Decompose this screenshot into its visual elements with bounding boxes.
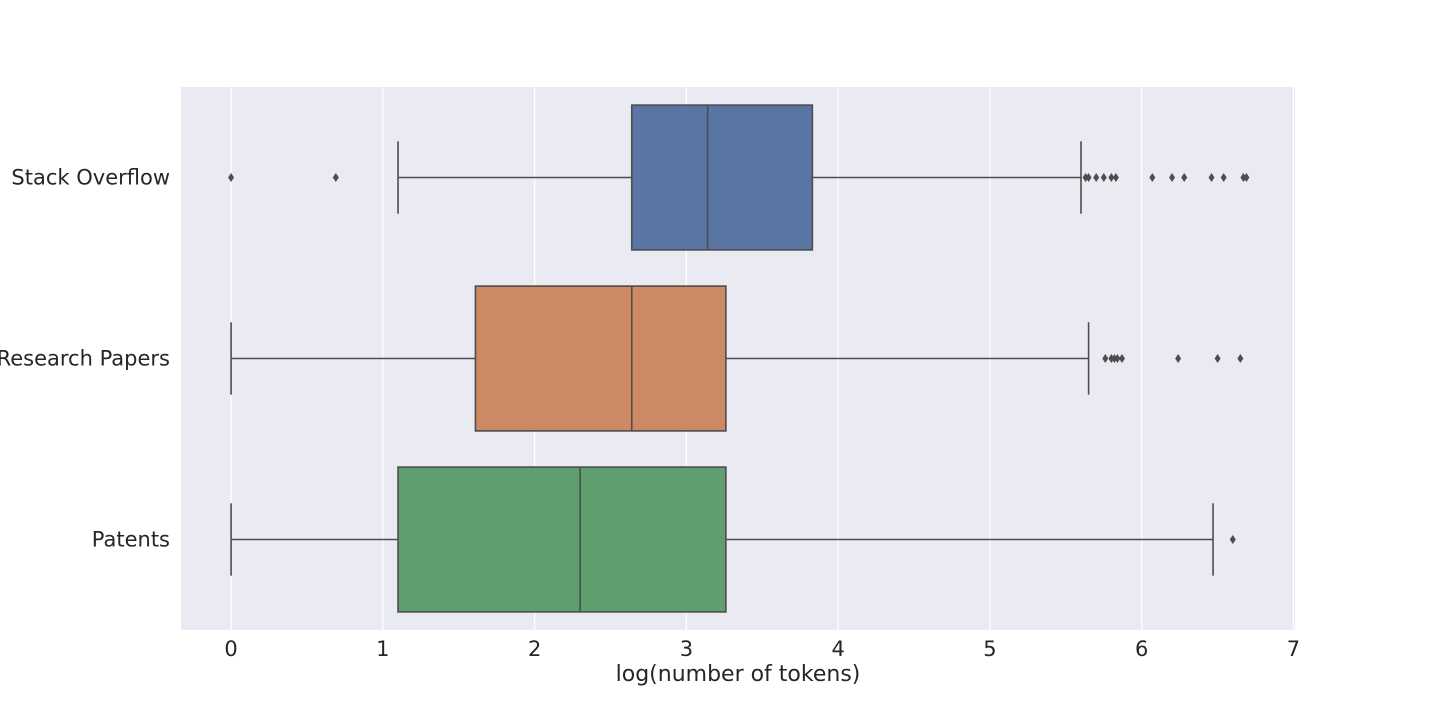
outlier-point — [1108, 173, 1115, 182]
x-tick-label: 1 — [376, 637, 389, 661]
box-research-papers — [230, 285, 1244, 432]
category-label: Stack Overflow — [11, 166, 170, 190]
outlier-point — [1208, 173, 1215, 182]
outlier-point — [1240, 173, 1247, 182]
outlier-point — [1108, 354, 1115, 363]
outlier-point — [1237, 354, 1244, 363]
outlier-point — [1181, 173, 1188, 182]
outlier-point — [1220, 173, 1227, 182]
outlier-point — [1229, 535, 1236, 544]
outlier-point — [1169, 173, 1176, 182]
outlier-point — [1112, 173, 1119, 182]
outlier-point — [1093, 173, 1100, 182]
outlier-point — [1175, 354, 1182, 363]
outlier-point — [1100, 173, 1107, 182]
box-iqr — [474, 285, 727, 432]
box-patents — [230, 466, 1236, 613]
category-label: Research Papers — [0, 347, 170, 371]
x-tick-labels: 0 1 2 3 4 5 6 7 — [224, 637, 1300, 661]
outlier-point — [1111, 354, 1118, 363]
outlier-point — [228, 173, 235, 182]
outlier-point — [1118, 354, 1125, 363]
x-tick-label: 7 — [1287, 637, 1300, 661]
x-axis-title: log(number of tokens) — [616, 662, 861, 687]
outlier-point — [332, 173, 339, 182]
x-tick-label: 2 — [528, 637, 541, 661]
box-iqr — [397, 466, 727, 613]
x-tick-label: 3 — [680, 637, 693, 661]
box-iqr — [630, 104, 814, 251]
outlier-point — [1082, 173, 1089, 182]
category-label: Patents — [92, 528, 170, 552]
outlier-point — [1102, 354, 1109, 363]
x-tick-label: 6 — [1135, 637, 1148, 661]
x-tick-label: 5 — [983, 637, 996, 661]
boxes — [228, 104, 1250, 613]
x-tick-label: 4 — [831, 637, 844, 661]
category-labels: Stack Overflow Research Papers Patents — [0, 166, 170, 552]
outlier-point — [1114, 354, 1121, 363]
box-stack-overflow — [228, 104, 1250, 251]
outlier-point — [1214, 354, 1221, 363]
outlier-point — [1243, 173, 1250, 182]
outlier-point — [1149, 173, 1156, 182]
x-tick-label: 0 — [224, 637, 237, 661]
outlier-point — [1085, 173, 1092, 182]
